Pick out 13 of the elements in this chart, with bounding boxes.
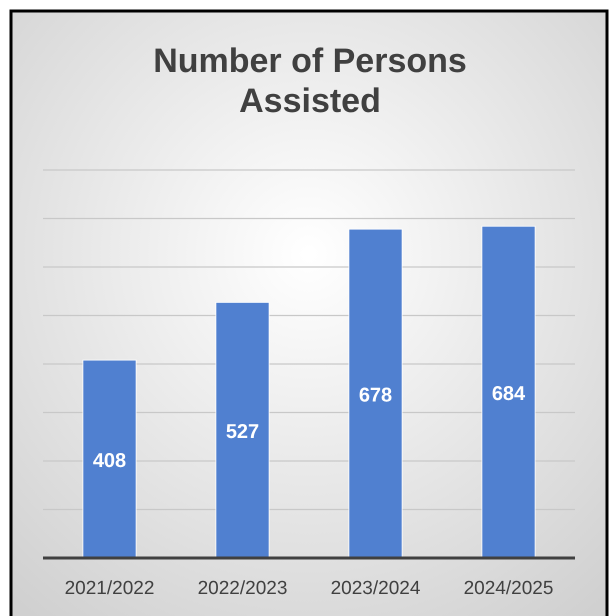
data-label: 408 [92,450,126,472]
bar [348,228,402,558]
data-label: 527 [226,421,260,444]
x-tick-label: 2022/2023 [198,578,288,599]
x-tick-label: 2024/2025 [464,578,554,599]
data-label: 684 [492,383,526,406]
bar [482,226,536,558]
bar [216,302,270,558]
chart-title: Number of Persons Assisted [153,42,467,120]
bar [82,360,136,558]
x-tick-label: 2021/2022 [64,578,154,599]
data-label: 678 [358,384,392,407]
x-tick-label: 2023/2024 [330,578,421,599]
